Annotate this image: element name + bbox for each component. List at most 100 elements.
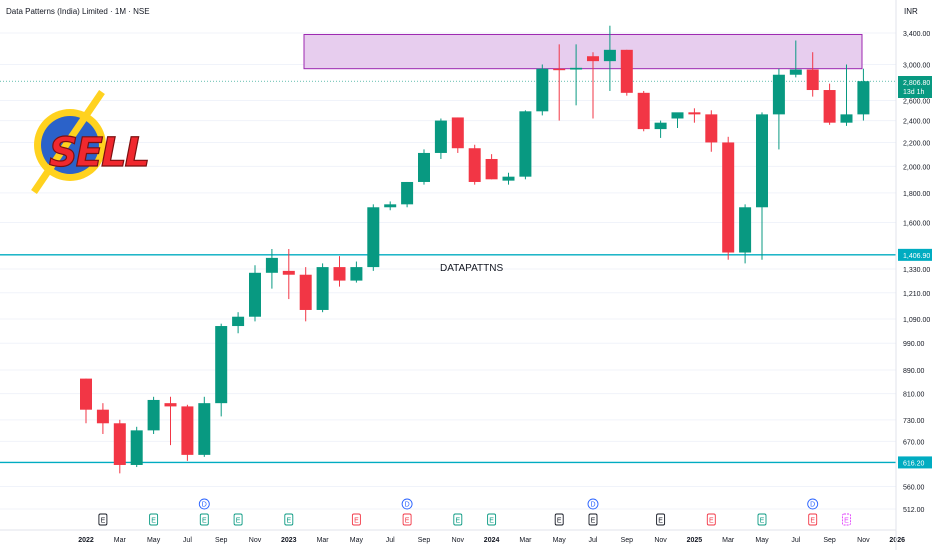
candle[interactable] — [637, 90, 650, 132]
candle[interactable] — [502, 172, 515, 185]
candle-body — [265, 257, 278, 273]
candle[interactable] — [553, 44, 566, 121]
earnings-marker[interactable] — [98, 513, 108, 526]
resistance-zone[interactable] — [303, 33, 863, 70]
y-tick-label: 2,600.00 — [903, 98, 930, 105]
candle[interactable] — [198, 396, 211, 457]
dividend-marker[interactable] — [807, 498, 819, 510]
price-axis[interactable]: 3,400.00 3,000.00 2,600.00 2,400.00 2,200.00… — [895, 0, 930, 550]
candle[interactable] — [603, 25, 616, 91]
dividend-marker[interactable] — [587, 498, 599, 510]
candle[interactable] — [840, 64, 853, 126]
sell-logo: SELL — [31, 90, 151, 194]
earnings-marker-label: E — [760, 518, 765, 525]
candle-body — [147, 399, 160, 431]
time-axis[interactable]: 2022 Mar May Jul Sep Nov 2023 Mar May Jul Sep Nov 20… — [0, 529, 905, 544]
earnings-marker[interactable] — [487, 513, 497, 526]
earnings-marker-label: E — [286, 518, 291, 525]
earnings-marker-label: E — [709, 518, 714, 525]
candle[interactable] — [147, 396, 160, 434]
candle[interactable] — [80, 378, 92, 424]
horizontal-levels[interactable] — [0, 80, 896, 464]
candle[interactable] — [130, 426, 143, 468]
candle[interactable] — [620, 49, 633, 96]
candle[interactable] — [265, 249, 278, 289]
currency-label: INR — [904, 7, 918, 16]
candle[interactable] — [587, 52, 599, 119]
candle[interactable] — [570, 44, 583, 106]
earnings-marker[interactable] — [284, 513, 294, 526]
candle[interactable] — [367, 204, 380, 271]
candle[interactable] — [823, 83, 836, 125]
earnings-marker[interactable] — [656, 513, 666, 526]
dividend-marker-label: D — [810, 502, 815, 509]
candle[interactable] — [806, 52, 819, 97]
candle-body — [198, 403, 211, 455]
candle[interactable] — [333, 256, 346, 287]
candle[interactable] — [468, 144, 481, 185]
candle[interactable] — [316, 263, 329, 313]
candle[interactable] — [705, 110, 718, 152]
dividend-marker[interactable] — [198, 498, 210, 510]
earnings-marker[interactable] — [706, 513, 716, 526]
candle-body — [772, 74, 785, 115]
earnings-marker[interactable] — [351, 513, 361, 526]
candle[interactable] — [434, 118, 447, 159]
earnings-marker-label: E — [658, 518, 663, 525]
earnings-marker[interactable] — [149, 513, 159, 526]
candle[interactable] — [536, 64, 549, 116]
earnings-marker[interactable] — [402, 513, 412, 526]
candle[interactable] — [671, 112, 684, 129]
earnings-marker[interactable] — [199, 513, 209, 526]
candle[interactable] — [350, 261, 363, 283]
x-tick-label: 2022 — [78, 537, 94, 544]
y-tick-label: 2,000.00 — [903, 164, 930, 171]
candle[interactable] — [772, 68, 785, 150]
candle[interactable] — [384, 201, 397, 211]
candle[interactable] — [282, 249, 295, 300]
candle[interactable] — [418, 149, 430, 185]
candle[interactable] — [451, 117, 464, 153]
candle[interactable] — [739, 204, 752, 264]
candle[interactable] — [96, 403, 109, 434]
candle[interactable] — [722, 136, 735, 260]
candle[interactable] — [688, 108, 701, 123]
candle[interactable] — [113, 419, 126, 474]
earnings-marker-label: E — [354, 518, 359, 525]
earnings-marker[interactable] — [842, 513, 851, 526]
candles[interactable] — [80, 25, 870, 474]
candle[interactable] — [249, 265, 261, 322]
price-badges: 2,806.80 13d 1h 1,406.90 616.20 — [898, 76, 932, 469]
candle-body — [282, 270, 295, 275]
candle[interactable] — [654, 120, 667, 138]
candle[interactable] — [215, 323, 228, 417]
resistance-zone-box[interactable] — [303, 33, 863, 70]
earnings-marker[interactable] — [233, 513, 243, 526]
candle[interactable] — [485, 154, 498, 180]
x-tick-label: Mar — [317, 537, 330, 544]
candle[interactable] — [232, 312, 245, 334]
candle[interactable] — [299, 267, 312, 322]
candle[interactable] — [789, 40, 802, 78]
candle[interactable] — [756, 112, 768, 260]
x-tick-label: 2023 — [281, 537, 297, 544]
candle-body — [671, 112, 684, 119]
earnings-marker[interactable] — [453, 513, 463, 526]
candle[interactable] — [401, 181, 414, 208]
earnings-marker[interactable] — [588, 513, 598, 526]
dividend-marker[interactable] — [401, 498, 413, 510]
y-tick-label: 3,400.00 — [903, 31, 930, 38]
candle[interactable] — [181, 404, 194, 461]
candle-body — [536, 68, 549, 112]
level-label: 616.20 — [903, 460, 925, 467]
earnings-marker[interactable] — [757, 513, 767, 526]
event-markers[interactable]: E E E E E E E E E E E E E E E E D D D D — [98, 498, 851, 526]
candle[interactable] — [519, 110, 532, 180]
candle[interactable] — [857, 68, 870, 121]
earnings-marker[interactable] — [808, 513, 818, 526]
earnings-marker[interactable] — [554, 513, 564, 526]
candle[interactable] — [164, 396, 177, 446]
sell-logo-text: SELL — [49, 130, 148, 176]
